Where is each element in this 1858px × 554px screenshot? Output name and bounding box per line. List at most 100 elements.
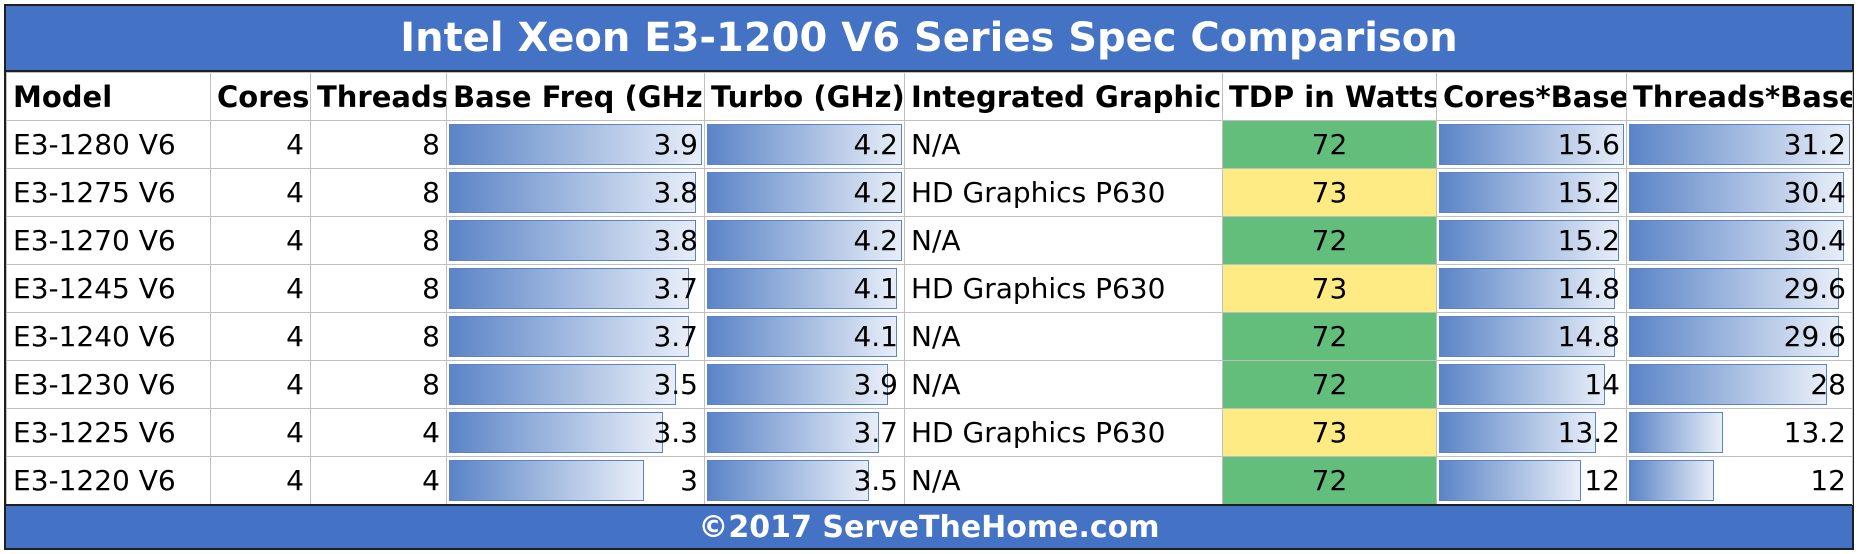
threads-base-value: 31.2 (1783, 128, 1846, 161)
cores-base-databar (1439, 364, 1606, 405)
integrated-graphics-cell: HD Graphics P630 (904, 408, 1223, 457)
cores-cell: 4 (210, 120, 311, 169)
base-freq-cell: 3.5 (446, 360, 705, 409)
threads-cell: 8 (310, 168, 447, 217)
base-freq-value: 3.5 (653, 368, 698, 401)
turbo-value: 4.2 (853, 176, 898, 209)
tdp-cell: 72 (1222, 360, 1437, 409)
cores-base-cell: 15.2 (1436, 168, 1627, 217)
base-freq-value: 3.7 (653, 320, 698, 353)
threads-base-databar (1629, 268, 1839, 309)
threads-cell: 8 (310, 120, 447, 169)
footer-copyright: ©2017 ServeTheHome.com (6, 504, 1852, 548)
model-cell: E3-1275 V6 (6, 168, 211, 217)
threads-base-cell: 30.4 (1626, 216, 1853, 265)
base-freq-value: 3 (680, 464, 698, 497)
cores-base-databar (1439, 268, 1615, 309)
threads-base-cell: 29.6 (1626, 312, 1853, 361)
cores-base-cell: 15.2 (1436, 216, 1627, 265)
column-header-tdp: TDP in Watts (1222, 72, 1437, 121)
tdp-cell: 72 (1222, 120, 1437, 169)
model-cell: E3-1280 V6 (6, 120, 211, 169)
turbo-databar (707, 172, 902, 213)
base-freq-cell: 3 (446, 456, 705, 505)
turbo-cell: 4.1 (704, 312, 905, 361)
base-freq-databar (449, 172, 696, 213)
turbo-cell: 4.2 (704, 168, 905, 217)
turbo-databar (707, 316, 898, 357)
column-header-cores: Cores (210, 72, 311, 121)
base-freq-databar (449, 268, 690, 309)
column-header-threads-base: Threads*Base (1626, 72, 1853, 121)
tdp-cell: 72 (1222, 456, 1437, 505)
cores-base-cell: 14 (1436, 360, 1627, 409)
cores-base-value: 15.2 (1557, 176, 1620, 209)
threads-base-databar (1629, 316, 1839, 357)
cores-base-value: 12 (1584, 464, 1620, 497)
turbo-cell: 3.9 (704, 360, 905, 409)
threads-base-value: 30.4 (1783, 176, 1846, 209)
threads-base-value: 29.6 (1783, 272, 1846, 305)
base-freq-value: 3.8 (653, 224, 698, 257)
base-freq-cell: 3.7 (446, 312, 705, 361)
integrated-graphics-cell: HD Graphics P630 (904, 168, 1223, 217)
threads-base-cell: 28 (1626, 360, 1853, 409)
integrated-graphics-cell: N/A (904, 120, 1223, 169)
turbo-value: 3.7 (853, 416, 898, 449)
base-freq-cell: 3.7 (446, 264, 705, 313)
tdp-cell: 73 (1222, 408, 1437, 457)
cores-base-databar (1439, 220, 1620, 261)
table-row: E3-1230 V6 4 8 3.5 3.9 N/A 72 14 28 (6, 360, 1853, 409)
threads-cell: 8 (310, 264, 447, 313)
turbo-databar (707, 220, 902, 261)
table-row: E3-1270 V6 4 8 3.8 4.2 N/A 72 15.2 30.4 (6, 216, 1853, 265)
tdp-cell: 72 (1222, 216, 1437, 265)
table-body: E3-1280 V6 4 8 3.9 4.2 N/A 72 15.6 31.2 E3-1275 V… (6, 120, 1853, 505)
threads-base-value: 13.2 (1783, 416, 1846, 449)
threads-base-databar (1629, 460, 1714, 501)
base-freq-databar (449, 220, 696, 261)
cores-base-databar (1439, 316, 1615, 357)
table-row: E3-1280 V6 4 8 3.9 4.2 N/A 72 15.6 31.2 (6, 120, 1853, 169)
cores-base-databar (1439, 172, 1620, 213)
base-freq-value: 3.3 (653, 416, 698, 449)
column-header-turbo: Turbo (GHz) (704, 72, 905, 121)
table-row: E3-1220 V6 4 4 3 3.5 N/A 72 12 12 (6, 456, 1853, 505)
turbo-databar (707, 460, 870, 501)
column-header-integrated-graphics: Integrated Graphics (904, 72, 1223, 121)
cores-base-cell: 14.8 (1436, 264, 1627, 313)
cores-cell: 4 (210, 360, 311, 409)
threads-cell: 8 (310, 216, 447, 265)
cores-base-value: 14 (1584, 368, 1620, 401)
threads-cell: 8 (310, 360, 447, 409)
integrated-graphics-cell: N/A (904, 360, 1223, 409)
integrated-graphics-cell: N/A (904, 312, 1223, 361)
turbo-cell: 4.1 (704, 264, 905, 313)
cores-base-value: 14.8 (1557, 272, 1620, 305)
threads-cell: 4 (310, 456, 447, 505)
cores-cell: 4 (210, 456, 311, 505)
threads-base-cell: 13.2 (1626, 408, 1853, 457)
turbo-value: 4.2 (853, 224, 898, 257)
cores-base-cell: 15.6 (1436, 120, 1627, 169)
model-cell: E3-1240 V6 (6, 312, 211, 361)
cores-base-cell: 14.8 (1436, 312, 1627, 361)
cores-base-value: 14.8 (1557, 320, 1620, 353)
cores-cell: 4 (210, 216, 311, 265)
threads-base-value: 12 (1810, 464, 1846, 497)
base-freq-databar (449, 412, 664, 453)
spec-table: Model Cores Threads Base Freq (GHz) Turb… (6, 72, 1853, 505)
threads-base-value: 30.4 (1783, 224, 1846, 257)
base-freq-value: 3.8 (653, 176, 698, 209)
base-freq-databar (449, 124, 702, 165)
tdp-cell: 73 (1222, 168, 1437, 217)
table-row: E3-1275 V6 4 8 3.8 4.2 HD Graphics P630 73 15.2… (6, 168, 1853, 217)
spec-table-frame: Intel Xeon E3-1200 V6 Series Spec Compar… (4, 4, 1854, 550)
cores-cell: 4 (210, 168, 311, 217)
table-row: E3-1225 V6 4 4 3.3 3.7 HD Graphics P630 73 13.2… (6, 408, 1853, 457)
integrated-graphics-cell: HD Graphics P630 (904, 264, 1223, 313)
cores-base-value: 15.2 (1557, 224, 1620, 257)
threads-base-databar (1629, 220, 1845, 261)
header-row: Model Cores Threads Base Freq (GHz) Turb… (6, 72, 1853, 121)
base-freq-databar (449, 364, 677, 405)
